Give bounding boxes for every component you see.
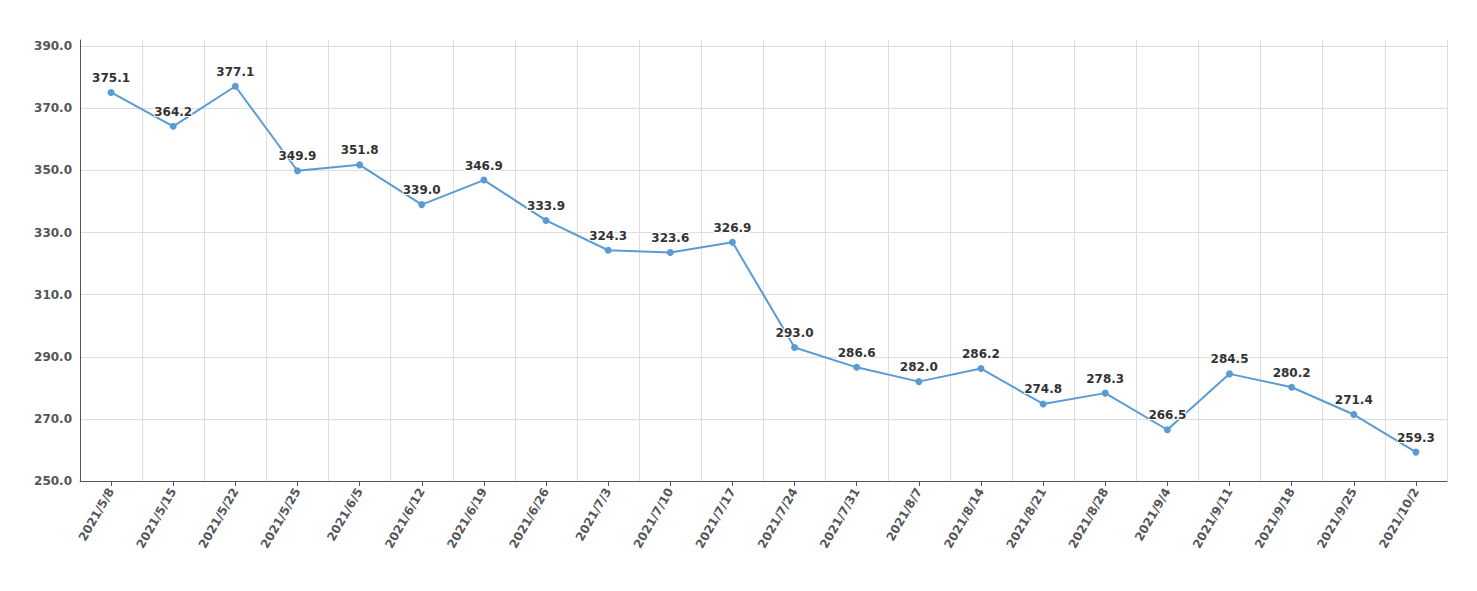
svg-text:2021/10/2: 2021/10/2 (1376, 485, 1422, 550)
svg-text:2021/6/5: 2021/6/5 (324, 485, 366, 543)
svg-text:278.3: 278.3 (1086, 372, 1124, 386)
svg-text:2021/9/25: 2021/9/25 (1314, 485, 1360, 550)
svg-text:2021/6/12: 2021/6/12 (382, 485, 428, 550)
svg-text:280.2: 280.2 (1273, 366, 1311, 380)
svg-text:274.8: 274.8 (1024, 382, 1062, 396)
svg-text:2021/7/3: 2021/7/3 (573, 485, 615, 543)
svg-text:259.3: 259.3 (1397, 431, 1435, 445)
svg-text:339.0: 339.0 (403, 183, 441, 197)
svg-text:377.1: 377.1 (216, 65, 254, 79)
svg-text:2021/8/28: 2021/8/28 (1066, 485, 1112, 550)
svg-text:2021/7/31: 2021/7/31 (817, 485, 863, 550)
svg-text:351.8: 351.8 (341, 143, 379, 157)
svg-text:375.1: 375.1 (92, 71, 130, 85)
svg-text:349.9: 349.9 (278, 149, 316, 163)
svg-text:2021/8/7: 2021/8/7 (883, 485, 925, 543)
svg-text:2021/9/11: 2021/9/11 (1190, 485, 1236, 550)
svg-text:370.0: 370.0 (34, 101, 72, 115)
svg-text:346.9: 346.9 (465, 159, 503, 173)
svg-text:2021/5/22: 2021/5/22 (196, 485, 242, 550)
svg-text:266.5: 266.5 (1148, 408, 1186, 422)
svg-text:2021/7/24: 2021/7/24 (755, 485, 801, 550)
svg-text:282.0: 282.0 (900, 360, 938, 374)
svg-text:250.0: 250.0 (34, 474, 72, 488)
svg-text:364.2: 364.2 (154, 105, 192, 119)
svg-text:2021/6/26: 2021/6/26 (506, 485, 552, 550)
svg-text:2021/6/19: 2021/6/19 (444, 485, 490, 550)
svg-text:2021/8/14: 2021/8/14 (941, 485, 987, 550)
svg-text:2021/7/17: 2021/7/17 (693, 485, 739, 550)
svg-text:390.0: 390.0 (34, 39, 72, 53)
svg-text:324.3: 324.3 (589, 229, 627, 243)
svg-text:293.0: 293.0 (776, 326, 814, 340)
svg-text:2021/5/8: 2021/5/8 (76, 485, 118, 543)
svg-text:350.0: 350.0 (34, 163, 72, 177)
svg-text:326.9: 326.9 (713, 221, 751, 235)
svg-text:270.0: 270.0 (34, 412, 72, 426)
svg-text:290.0: 290.0 (34, 350, 72, 364)
svg-text:333.9: 333.9 (527, 199, 565, 213)
svg-text:286.6: 286.6 (838, 346, 876, 360)
svg-text:310.0: 310.0 (34, 288, 72, 302)
svg-text:2021/7/10: 2021/7/10 (631, 485, 677, 550)
svg-text:2021/8/21: 2021/8/21 (1003, 485, 1049, 550)
svg-text:2021/9/18: 2021/9/18 (1252, 485, 1298, 550)
svg-text:2021/9/4: 2021/9/4 (1132, 485, 1174, 543)
svg-text:284.5: 284.5 (1211, 352, 1249, 366)
svg-text:271.4: 271.4 (1335, 393, 1373, 407)
svg-text:323.6: 323.6 (651, 231, 689, 245)
svg-text:2021/5/25: 2021/5/25 (258, 485, 304, 550)
svg-text:286.2: 286.2 (962, 347, 1000, 361)
svg-text:2021/5/15: 2021/5/15 (134, 485, 180, 550)
svg-text:330.0: 330.0 (34, 226, 72, 240)
